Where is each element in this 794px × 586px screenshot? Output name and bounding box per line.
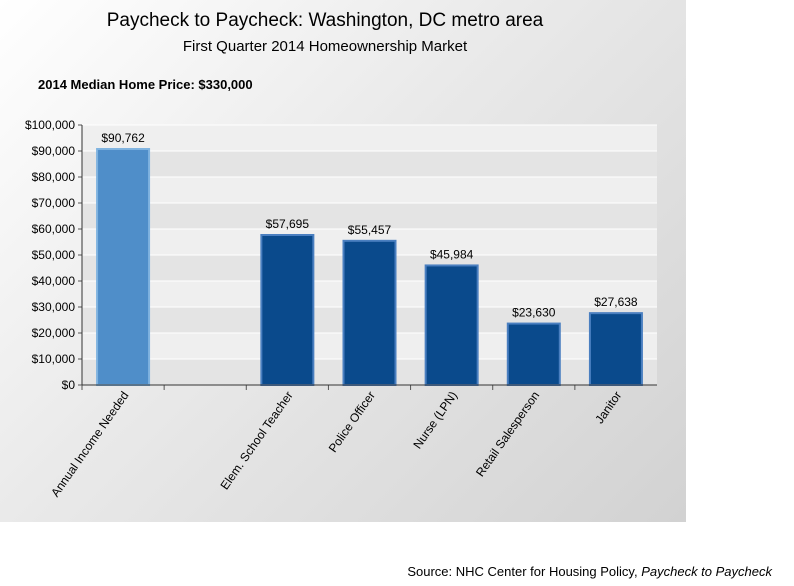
source-prefix: Source: NHC Center for Housing Policy,: [407, 564, 642, 579]
bar-janitor: [588, 312, 643, 387]
chart-title: Paycheck to Paycheck: Washington, DC met…: [107, 10, 544, 31]
y-tick-label: $20,000: [32, 326, 76, 340]
median-home-price-annotation: 2014 Median Home Price: $330,000: [38, 77, 253, 92]
y-tick-label: $10,000: [32, 352, 76, 366]
bar-value-label: $90,762: [101, 131, 145, 145]
bar-value-label: $55,457: [348, 223, 392, 237]
bar-value-label: $23,630: [512, 306, 556, 320]
bar-nurse-lpn: [424, 264, 479, 386]
y-axis-tick-labels: $0 $10,000 $20,000 $30,000 $40,000 $50,000 $60…: [25, 118, 75, 392]
bar-value-label: $57,695: [266, 217, 310, 231]
y-tick-label: $100,000: [25, 118, 75, 132]
data-labels: $90,762 $57,695 $55,457 $45,984 $23,630 $27,6…: [101, 131, 638, 320]
chart-subtitle: First Quarter 2014 Homeownership Market: [183, 38, 468, 55]
x-tick-label: Retail Salesperson: [473, 389, 542, 480]
bar-retail-salesperson: [506, 322, 561, 387]
plot-band: [82, 125, 657, 151]
y-tick-label: $80,000: [32, 170, 76, 184]
source-title: Paycheck to Paycheck: [641, 564, 772, 579]
chart-panel: Paycheck to Paycheck: Washington, DC met…: [0, 0, 686, 522]
source-note: Source: NHC Center for Housing Policy, P…: [407, 564, 772, 579]
bars: [96, 148, 643, 387]
y-tick-label: $0: [62, 378, 76, 392]
y-tick-label: $70,000: [32, 196, 76, 210]
y-tick-label: $90,000: [32, 144, 76, 158]
axes: [81, 125, 657, 386]
bar-elem-school-teacher: [260, 233, 315, 386]
y-tick-label: $50,000: [32, 248, 76, 262]
x-axis-tick-labels: Annual Income Needed Elem. School Teacher…: [48, 389, 624, 500]
bar-value-label: $45,984: [430, 247, 474, 261]
x-tick-label: Nurse (LPN): [410, 389, 460, 452]
bar-chart: Paycheck to Paycheck: Washington, DC met…: [25, 10, 657, 500]
x-tick-label: Police Officer: [326, 389, 378, 455]
plot-band: [82, 177, 657, 203]
x-tick-label: Annual Income Needed: [48, 389, 131, 500]
y-tick-label: $40,000: [32, 274, 76, 288]
y-tick-label: $60,000: [32, 222, 76, 236]
bar-value-label: $27,638: [594, 295, 638, 309]
x-tick-label: Elem. School Teacher: [218, 389, 296, 492]
x-tick-label: Janitor: [592, 389, 624, 427]
bar-police-officer: [342, 239, 397, 386]
y-tick-label: $30,000: [32, 300, 76, 314]
bar-annual-income-needed: [96, 148, 151, 386]
